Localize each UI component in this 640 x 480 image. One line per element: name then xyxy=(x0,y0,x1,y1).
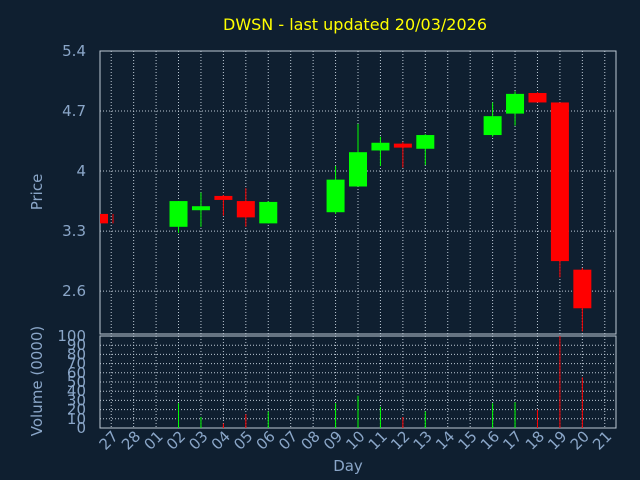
volume-tick-label: 70 xyxy=(67,355,86,373)
volume-tick-label: 40 xyxy=(67,382,86,400)
volume-tick-label: 100 xyxy=(57,327,86,345)
x-tick-labels: 2728010203040506070809101112131415161718… xyxy=(96,427,616,453)
candle-body xyxy=(100,213,108,224)
candle-body xyxy=(214,195,233,200)
candle-body xyxy=(236,201,255,218)
price-tick-label: 5.4 xyxy=(62,42,86,60)
volume-axis-label: Volume (0000) xyxy=(28,326,46,436)
candle-body xyxy=(528,93,547,103)
chart-title: DWSN - last updated 20/03/2026 xyxy=(223,15,487,34)
candle-body xyxy=(191,206,210,211)
candle-body xyxy=(349,152,367,187)
price-tick-label: 4.7 xyxy=(62,102,86,120)
candle-body xyxy=(371,142,390,151)
x-axis-label: Day xyxy=(333,457,363,475)
volume-tick-label: 10 xyxy=(67,410,86,428)
candle-body xyxy=(393,143,412,148)
candle-body xyxy=(506,93,525,114)
volume-tick-label: 20 xyxy=(67,401,86,419)
volume-tick-label: 80 xyxy=(67,345,86,363)
volume-tick-label: 50 xyxy=(67,373,86,391)
volume-tick-label: 30 xyxy=(67,391,86,409)
x-tick-label: 21 xyxy=(589,427,615,453)
price-tick-label: 2.6 xyxy=(62,282,86,300)
candle-body xyxy=(169,201,188,227)
price-tick-label: 4 xyxy=(76,162,86,180)
candle-body xyxy=(483,116,502,136)
volume-bars xyxy=(178,336,583,428)
candlestick-series xyxy=(100,91,592,332)
volume-tick-label: 60 xyxy=(67,364,86,382)
candle-body xyxy=(550,102,569,262)
price-frame-rect xyxy=(99,50,617,335)
volume-tick-label: 0 xyxy=(76,419,86,437)
price-axis-label: Price xyxy=(28,174,46,211)
candle-body xyxy=(573,269,592,309)
candle-body xyxy=(416,135,435,149)
price-tick-label: 3.3 xyxy=(62,222,86,240)
candle-body xyxy=(326,179,345,213)
candle-body xyxy=(259,201,278,224)
price-tick-labels: 5.4 4.7 4 3.3 2.6 xyxy=(62,42,86,300)
price-panel-frame xyxy=(99,50,617,335)
volume-tick-label: 90 xyxy=(67,336,86,354)
